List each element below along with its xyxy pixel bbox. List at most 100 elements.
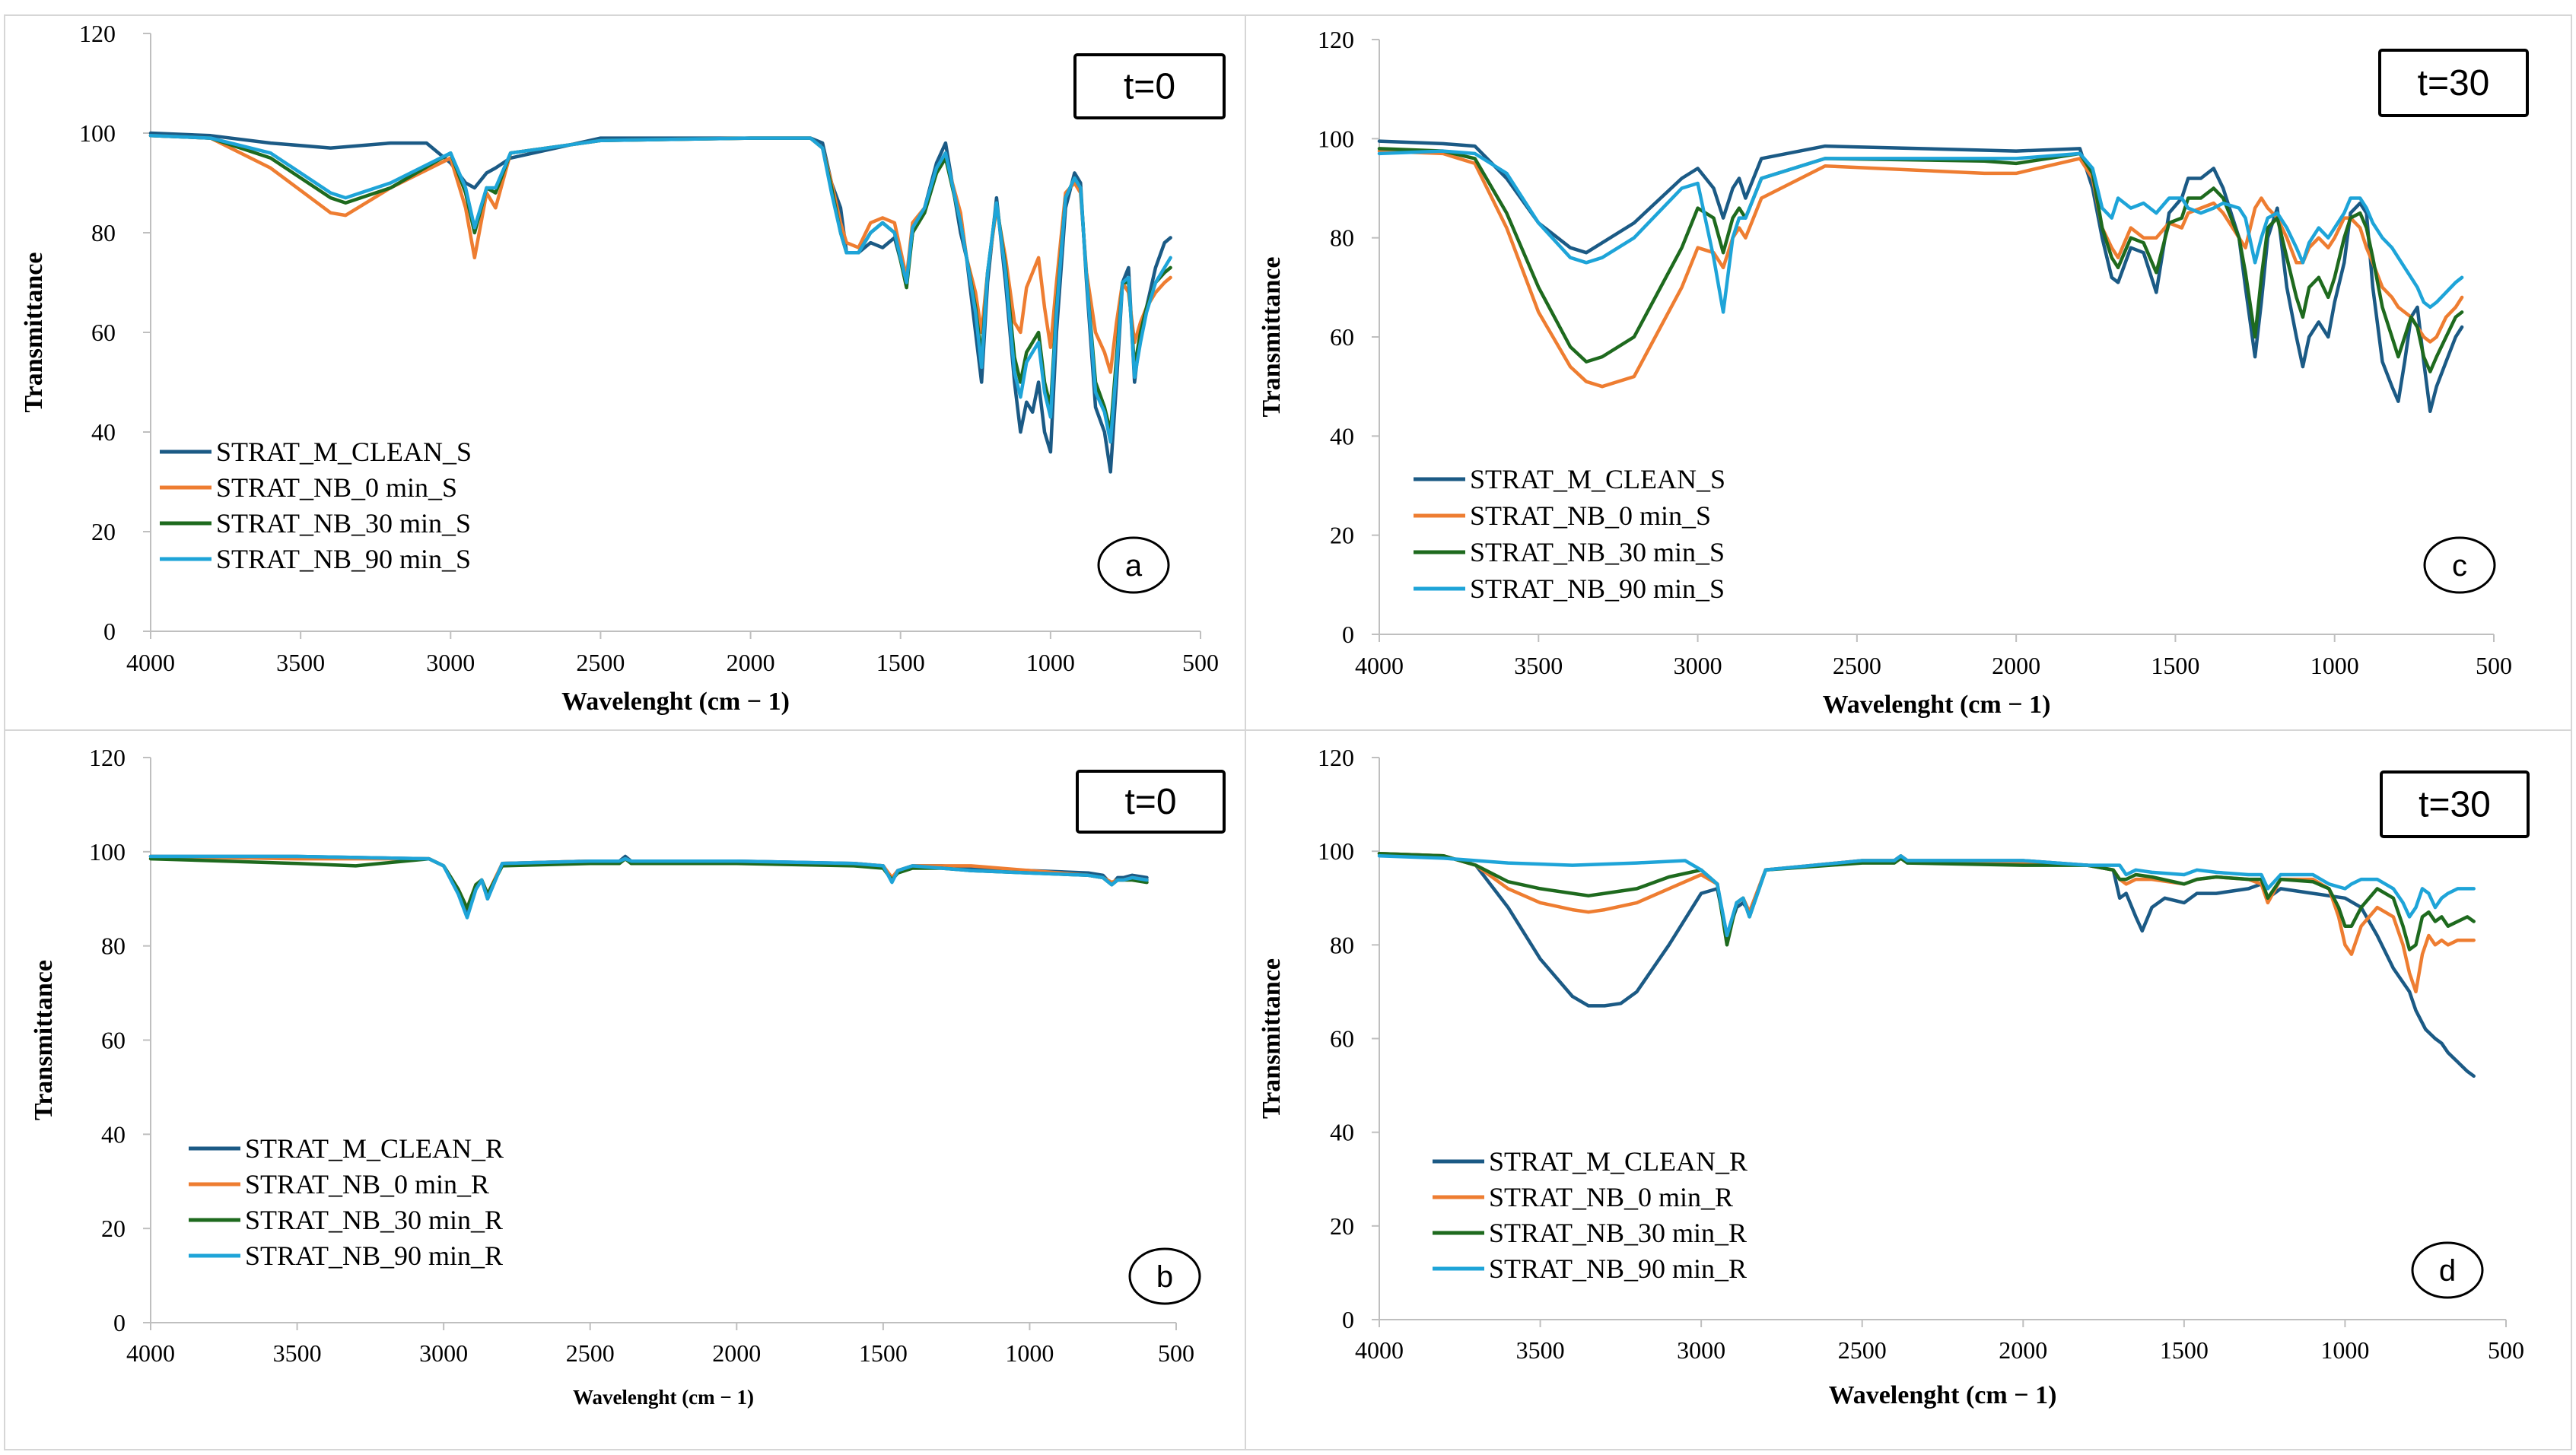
- y-tick-label: 100: [79, 119, 116, 147]
- x-tick-label: 3500: [273, 1339, 322, 1367]
- x-tick-label: 3500: [1514, 652, 1563, 679]
- series-line-nb0: [148, 134, 1172, 374]
- y-tick-label: 120: [1318, 744, 1354, 771]
- series-line-nb90: [148, 854, 1149, 920]
- x-tick-label: 2500: [1838, 1336, 1887, 1364]
- y-tick-label: 20: [101, 1215, 126, 1242]
- y-tick-label: 40: [1330, 1119, 1354, 1146]
- time-label: t=30: [2418, 63, 2490, 103]
- y-axis-title: Transmittance: [1258, 958, 1286, 1119]
- y-tick-label: 100: [1318, 837, 1354, 865]
- x-tick-label: 500: [1158, 1339, 1194, 1367]
- legend-label: STRAT_NB_90 min_S: [1470, 573, 1725, 604]
- x-tick-label: 3000: [1677, 1336, 1725, 1364]
- chart-panel-d: 0 20 40 60 80 100 120 4000 3500 3000 2500 2000 1500 1…: [1258, 744, 2530, 1409]
- x-axis-title: Wavelenght (cm − 1): [573, 1386, 754, 1409]
- legend: STRAT_M_CLEAN_R STRAT_NB_0 min_R STRAT_NB_…: [1433, 1146, 1748, 1284]
- panel-letter-circle: [1128, 1247, 1201, 1305]
- x-axis-title: Wavelenght (cm − 1): [1829, 1381, 2057, 1409]
- x-tick-label: 3000: [1674, 652, 1722, 679]
- x-tick-label: 500: [1182, 649, 1219, 676]
- legend-label: STRAT_NB_30 min_S: [1470, 537, 1725, 567]
- y-tick-label: 80: [91, 219, 116, 246]
- x-tick-label: 3000: [419, 1339, 468, 1367]
- x-tick-label: 3000: [426, 649, 475, 676]
- legend: STRAT_M_CLEAN_S STRAT_NB_0 min_S STRAT_NB_…: [160, 437, 472, 574]
- y-tick-label: 20: [1330, 1212, 1354, 1240]
- y-tick-label: 120: [89, 744, 126, 771]
- x-tick-label: 500: [2488, 1336, 2524, 1364]
- figure-frame: [4, 14, 2572, 1450]
- chart-panel-a: 0 20 40 60 80 100 120 4000 3500 3000 2500 2000 1500 1…: [20, 20, 1226, 716]
- series-line-clean: [148, 131, 1172, 474]
- y-tick-label: 0: [103, 618, 116, 645]
- legend: STRAT_M_CLEAN_S STRAT_NB_0 min_S STRAT_NB_…: [1414, 464, 1725, 604]
- y-axis-title: Transmittance: [30, 960, 58, 1120]
- x-tick-label: 2500: [566, 1339, 615, 1367]
- legend-label: STRAT_NB_0 min_R: [245, 1169, 489, 1199]
- series-line-nb0: [1377, 851, 2476, 994]
- legend-label: STRAT_NB_30 min_R: [1489, 1218, 1747, 1248]
- legend-label: STRAT_NB_0 min_S: [216, 472, 457, 503]
- y-tick-label: 60: [1330, 323, 1354, 351]
- time-label: t=0: [1124, 67, 1175, 107]
- x-tick-label: 2000: [712, 1339, 761, 1367]
- x-tick-label: 1500: [876, 649, 925, 676]
- x-tick-label: 500: [2476, 652, 2512, 679]
- x-tick-label: 1000: [1026, 649, 1075, 676]
- y-axis-title: Transmittance: [20, 253, 48, 413]
- x-tick-label: 2000: [727, 649, 775, 676]
- time-label-box: [2378, 49, 2529, 117]
- x-tick-label: 4000: [126, 1339, 175, 1367]
- panel-letter: c: [2452, 549, 2467, 583]
- x-tick-label: 1500: [2160, 1336, 2209, 1364]
- panel-letter: b: [1156, 1260, 1173, 1294]
- y-tick-label: 40: [1330, 422, 1354, 450]
- x-tick-label: 4000: [1355, 1336, 1404, 1364]
- y-tick-label: 120: [79, 20, 116, 47]
- series-line-clean: [1377, 139, 2464, 414]
- series-line-nb30: [1377, 851, 2476, 951]
- x-tick-label: 1000: [2310, 652, 2359, 679]
- time-label-box: [1073, 53, 1226, 119]
- panel-letter-circle: [1097, 536, 1170, 594]
- y-axis-title: Transmittance: [1258, 257, 1286, 418]
- series-line-clean: [1377, 851, 2476, 1079]
- legend-label: STRAT_NB_90 min_R: [245, 1241, 503, 1271]
- legend-label: STRAT_M_CLEAN_S: [1470, 464, 1725, 494]
- legend-label: STRAT_M_CLEAN_S: [216, 437, 472, 467]
- panel-letter-circle: [2423, 536, 2496, 594]
- x-tick-label: 4000: [126, 649, 175, 676]
- legend-label: STRAT_NB_0 min_R: [1489, 1182, 1733, 1212]
- series-line-nb90: [1377, 854, 2476, 938]
- legend-label: STRAT_M_CLEAN_R: [245, 1133, 504, 1164]
- x-tick-label: 1000: [2320, 1336, 2369, 1364]
- time-label-box: [1076, 770, 1226, 834]
- x-axis-title: Wavelenght (cm − 1): [1823, 691, 2051, 719]
- time-label-box: [2380, 770, 2530, 838]
- x-tick-label: 3500: [276, 649, 325, 676]
- y-tick-label: 80: [1330, 931, 1354, 958]
- time-label: t=0: [1124, 782, 1176, 822]
- x-tick-label: 2000: [1999, 1336, 2047, 1364]
- legend-label: STRAT_NB_30 min_R: [245, 1205, 503, 1235]
- y-tick-label: 0: [1342, 1306, 1354, 1333]
- x-axis-title: Wavelenght (cm − 1): [561, 688, 790, 716]
- chart-panel-c: 0 20 40 60 80 100 120 4000 3500 3000 2500 2000 1500 1…: [1258, 26, 2529, 719]
- x-tick-label: 1500: [2151, 652, 2199, 679]
- panel-letter: a: [1125, 549, 1143, 583]
- time-label: t=30: [2419, 785, 2491, 825]
- legend-label: STRAT_NB_30 min_S: [216, 508, 471, 538]
- y-tick-label: 100: [1318, 125, 1354, 152]
- series-line-nb90: [148, 134, 1172, 444]
- y-tick-label: 60: [101, 1027, 126, 1054]
- x-tick-label: 1500: [859, 1339, 908, 1367]
- y-tick-label: 0: [1342, 621, 1354, 648]
- y-tick-label: 40: [91, 418, 116, 446]
- y-tick-label: 0: [113, 1309, 126, 1336]
- panel-letter: d: [2439, 1254, 2456, 1288]
- x-tick-label: 3500: [1516, 1336, 1565, 1364]
- panel-letter-circle: [2411, 1241, 2484, 1299]
- y-tick-label: 20: [1330, 522, 1354, 549]
